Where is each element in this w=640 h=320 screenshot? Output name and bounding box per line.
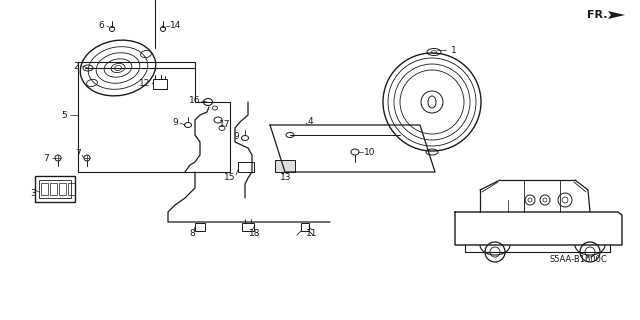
Text: 16: 16 xyxy=(189,95,201,105)
Text: FR.: FR. xyxy=(587,10,607,20)
Bar xyxy=(35,176,75,202)
Text: 4: 4 xyxy=(307,116,313,125)
Text: 15: 15 xyxy=(224,172,236,181)
Text: 5: 5 xyxy=(61,110,67,119)
Text: 3: 3 xyxy=(30,189,36,198)
Text: 13: 13 xyxy=(280,172,292,181)
Bar xyxy=(301,223,309,231)
Bar xyxy=(41,183,48,195)
Bar xyxy=(39,180,71,198)
Bar xyxy=(242,223,254,231)
Text: 11: 11 xyxy=(307,229,317,238)
Text: 9: 9 xyxy=(233,132,239,140)
Bar xyxy=(50,183,57,195)
Bar xyxy=(275,160,295,172)
Bar xyxy=(195,223,205,231)
Text: 17: 17 xyxy=(220,119,231,129)
Text: S5AA-B1600C: S5AA-B1600C xyxy=(549,255,607,265)
Bar xyxy=(68,183,75,195)
Text: 9: 9 xyxy=(172,117,178,126)
Text: 2: 2 xyxy=(73,61,79,70)
Bar xyxy=(238,162,254,172)
Bar xyxy=(59,183,66,195)
Text: 7: 7 xyxy=(43,154,49,163)
Text: 7: 7 xyxy=(75,148,81,157)
Text: 10: 10 xyxy=(364,148,376,156)
Text: 8: 8 xyxy=(189,229,195,238)
Text: 14: 14 xyxy=(170,20,182,29)
Text: 12: 12 xyxy=(140,78,150,87)
Text: 6: 6 xyxy=(98,20,104,29)
Text: 1: 1 xyxy=(451,45,457,54)
Text: 18: 18 xyxy=(249,229,260,238)
Bar xyxy=(153,79,167,89)
Polygon shape xyxy=(608,11,625,19)
